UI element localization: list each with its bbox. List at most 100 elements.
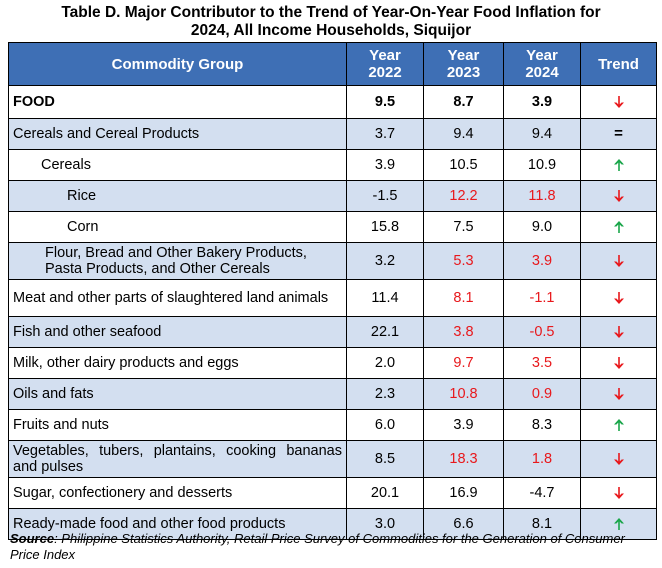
cell-2022: 3.9 (346, 149, 424, 181)
cell-2024: 3.9 (503, 242, 581, 280)
row-label: Vegetables, tubers, plantains, cooking b… (8, 440, 347, 478)
cell-2023: 10.8 (423, 378, 504, 410)
trend-cell (580, 242, 657, 280)
cell-2023: 9.7 (423, 347, 504, 379)
table-row-sugar: Sugar, confectionery and desserts 20.1 1… (8, 477, 657, 509)
cell-2023: 3.8 (423, 316, 504, 348)
header-year-2023: Year 2023 (423, 42, 504, 86)
inflation-table: Commodity Group Year 2022 Year 2023 Year 20… (8, 42, 657, 540)
trend-cell (580, 347, 657, 379)
trend-cell (580, 378, 657, 410)
arrow-down-icon (613, 292, 624, 305)
trend-cell (580, 440, 657, 478)
cell-2024: 8.3 (503, 409, 581, 441)
cell-2024: 9.0 (503, 211, 581, 243)
row-label: Cereals (8, 149, 347, 181)
header-year-2022: Year 2022 (346, 42, 424, 86)
trend-cell (580, 316, 657, 348)
arrow-down-icon (613, 487, 624, 500)
cell-2024: 0.9 (503, 378, 581, 410)
row-label: Cereals and Cereal Products (8, 118, 347, 150)
header-year-2024-b: 2024 (525, 64, 559, 81)
row-label: Ready-made food and other food products (8, 508, 347, 540)
table-row-vegetables: Vegetables, tubers, plantains, cooking b… (8, 440, 657, 478)
cell-2023: 9.4 (423, 118, 504, 150)
cell-2023: 3.9 (423, 409, 504, 441)
arrow-up-icon (613, 518, 624, 531)
cell-2022: 22.1 (346, 316, 424, 348)
cell-2022: -1.5 (346, 180, 424, 212)
cell-2023: 7.5 (423, 211, 504, 243)
cell-2024: 10.9 (503, 149, 581, 181)
table-row-meat: Meat and other parts of slaughtered land… (8, 279, 657, 317)
cell-2023: 12.2 (423, 180, 504, 212)
cell-2024: 1.8 (503, 440, 581, 478)
row-label: Meat and other parts of slaughtered land… (8, 279, 347, 317)
table-row-cereals-and-cereal-products: Cereals and Cereal Products 3.7 9.4 9.4 … (8, 118, 657, 150)
cell-2024: 11.8 (503, 180, 581, 212)
header-year-2023-b: 2023 (446, 64, 481, 81)
table-row-oils: Oils and fats 2.3 10.8 0.9 (8, 378, 657, 410)
arrow-down-icon (613, 357, 624, 370)
table-row-corn: Corn 15.8 7.5 9.0 (8, 211, 657, 243)
trend-cell (580, 409, 657, 441)
table-row-fish: Fish and other seafood 22.1 3.8 -0.5 (8, 316, 657, 348)
header-year-2022-b: 2022 (368, 64, 402, 81)
table-title-line1: Table D. Major Contributor to the Trend … (61, 4, 601, 21)
cell-2023: 8.1 (423, 279, 504, 317)
equal-icon: = (614, 125, 623, 142)
header-year-2024: Year 2024 (503, 42, 581, 86)
cell-2024: -0.5 (503, 316, 581, 348)
row-label: Oils and fats (8, 378, 347, 410)
cell-2022: 11.4 (346, 279, 424, 317)
arrow-down-icon (613, 326, 624, 339)
cell-2022: 20.1 (346, 477, 424, 509)
cell-2024: -1.1 (503, 279, 581, 317)
row-label: Rice (8, 180, 347, 212)
cell-2022: 8.5 (346, 440, 424, 478)
row-label: Corn (8, 211, 347, 243)
header-year-2023-a: Year (447, 47, 480, 64)
trend-cell: = (580, 118, 657, 150)
table-title: Table D. Major Contributor to the Trend … (0, 4, 662, 40)
arrow-down-icon (613, 388, 624, 401)
trend-cell (580, 85, 657, 119)
cell-2024: 9.4 (503, 118, 581, 150)
cell-2022: 15.8 (346, 211, 424, 243)
trend-cell (580, 180, 657, 212)
table-row-fruits: Fruits and nuts 6.0 3.9 8.3 (8, 409, 657, 441)
cell-2024: 3.5 (503, 347, 581, 379)
arrow-down-icon (613, 453, 624, 466)
arrow-up-icon (613, 419, 624, 432)
header-commodity-group: Commodity Group (8, 42, 347, 86)
arrow-down-icon (613, 255, 624, 268)
header-row: Commodity Group Year 2022 Year 2023 Year 20… (8, 42, 657, 86)
cell-2023: 5.3 (423, 242, 504, 280)
table-row-rice: Rice -1.5 12.2 11.8 (8, 180, 657, 212)
source-label: Source (10, 531, 55, 546)
row-label: FOOD (8, 85, 347, 119)
row-label: Fish and other seafood (8, 316, 347, 348)
cell-2023: 6.6 (423, 508, 504, 540)
cell-2023: 18.3 (423, 440, 504, 478)
arrow-down-icon (613, 96, 624, 109)
cell-2023: 10.5 (423, 149, 504, 181)
cell-2022: 2.3 (346, 378, 424, 410)
header-year-2022-a: Year (369, 47, 401, 64)
cell-2022: 3.7 (346, 118, 424, 150)
trend-cell (580, 508, 657, 540)
arrow-down-icon (613, 190, 624, 203)
source-note: Source: Philippine Statistics Authority,… (10, 531, 650, 563)
trend-cell (580, 211, 657, 243)
arrow-up-icon (613, 159, 624, 172)
source-text: : Philippine Statistics Authority, Retai… (10, 531, 625, 562)
cell-2024: 3.9 (503, 85, 581, 119)
cell-2022: 6.0 (346, 409, 424, 441)
trend-cell (580, 477, 657, 509)
row-label-text: Flour, Bread and Other Bakery Products, … (45, 245, 307, 277)
arrow-up-icon (613, 221, 624, 234)
cell-2023: 16.9 (423, 477, 504, 509)
cell-2024: -4.7 (503, 477, 581, 509)
trend-cell (580, 149, 657, 181)
row-label: Fruits and nuts (8, 409, 347, 441)
